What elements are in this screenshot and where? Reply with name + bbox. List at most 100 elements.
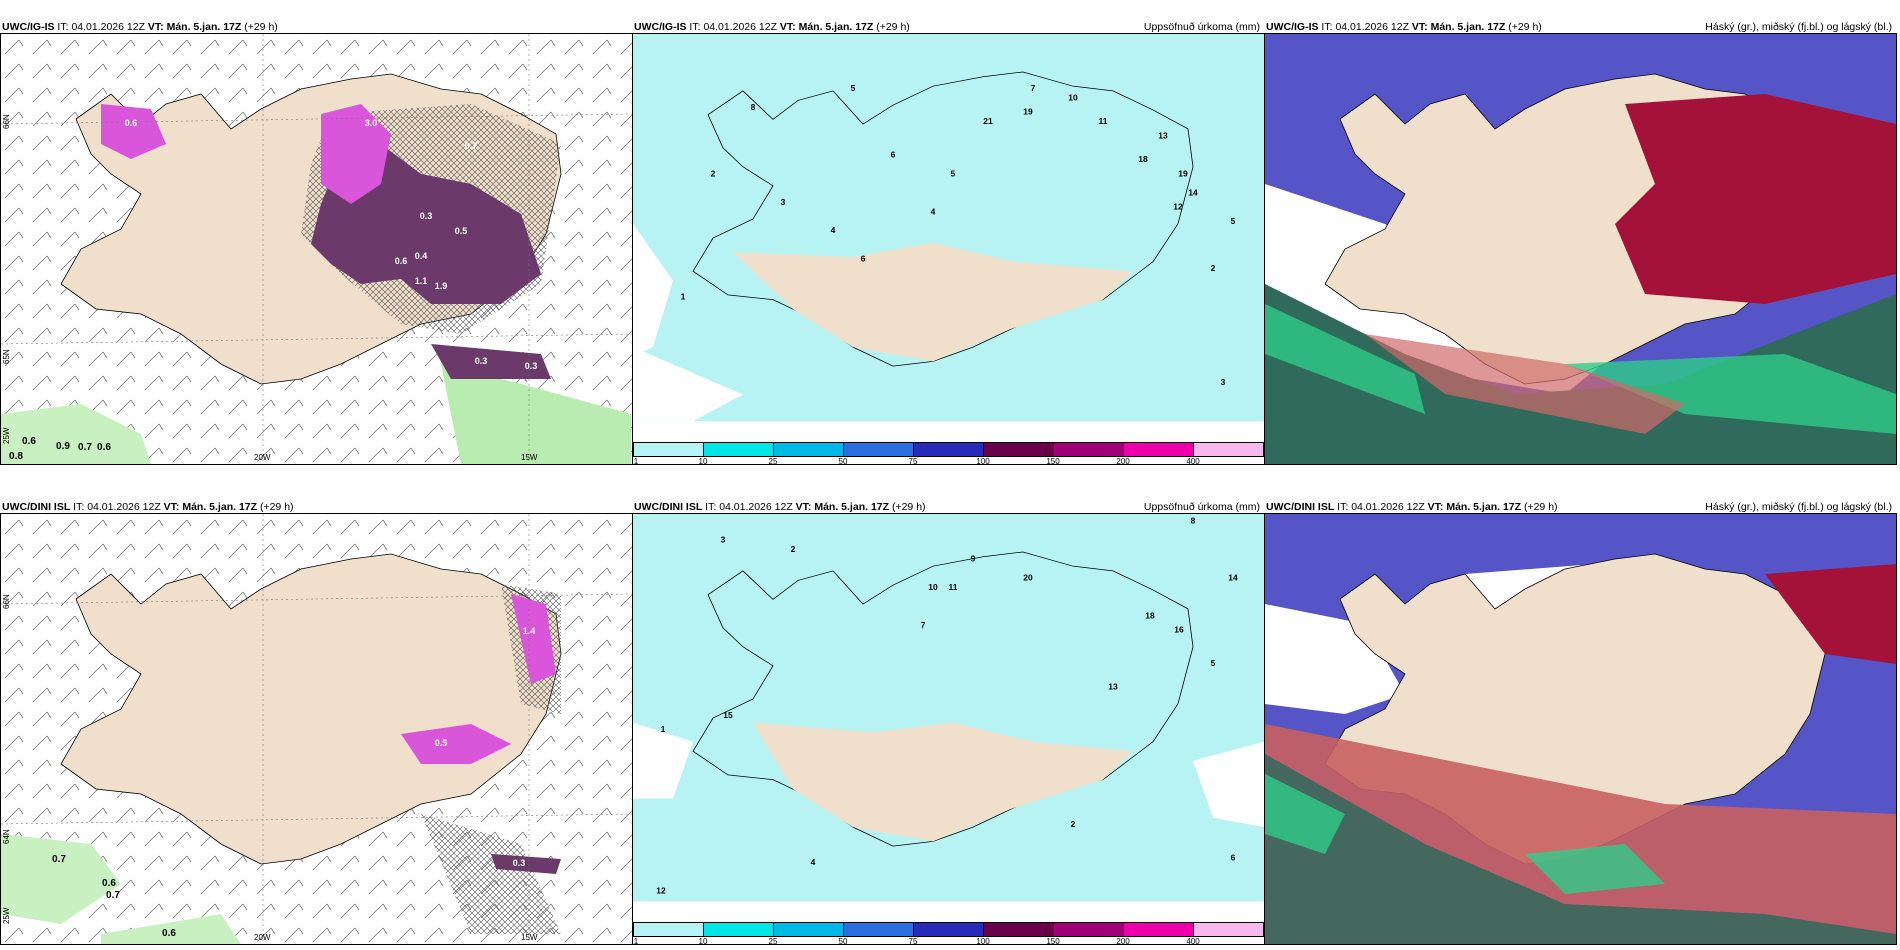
legend-tick: 200 xyxy=(1116,937,1130,945)
legend-tick: 1 xyxy=(633,937,639,945)
accum-value: 6 xyxy=(891,151,896,160)
map-area[interactable]: 3 2 9 10 11 7 20 18 16 14 5 12 15 8 2 1 … xyxy=(632,513,1265,945)
precip-value: 0.4 xyxy=(415,251,428,261)
precip-value: 1.1 xyxy=(415,276,428,286)
accum-value: 12 xyxy=(656,887,666,896)
precip-value: 0.6 xyxy=(395,256,408,266)
legend-swatch xyxy=(634,443,704,456)
accum-value: 16 xyxy=(1174,626,1184,635)
panel-ig-precipitation: UWC/IG-IS IT: 04.01.2026 12Z VT: Mán. 5.… xyxy=(0,16,633,465)
panel-dini-clouds: UWC/DINI ISL IT: 04.01.2026 12Z VT: Mán.… xyxy=(1264,496,1897,945)
valid-time: Mán. 5.jan. 17Z xyxy=(1430,21,1506,33)
precip-value: 0.6 xyxy=(125,118,138,128)
panel-header: UWC/IG-IS IT: 04.01.2026 12Z VT: Mán. 5.… xyxy=(2,21,278,33)
model-name: UWC/IG-IS xyxy=(1266,21,1319,33)
accum-value: 8 xyxy=(751,103,756,112)
init-time: 04.01.2026 12Z xyxy=(719,501,793,513)
grid-line xyxy=(262,34,530,464)
lon-label: 25W xyxy=(2,427,11,444)
cloud-overlap xyxy=(1365,334,1685,434)
high-cloud xyxy=(1765,564,1896,664)
accum-value: 5 xyxy=(1231,217,1236,226)
precip-south xyxy=(491,854,561,874)
accum-value: 6 xyxy=(1231,854,1236,863)
iceland-landmass xyxy=(60,553,562,865)
precip-value: 0.5 xyxy=(455,226,468,236)
legend-ticks: 1 10 25 50 75 100 150 200 400 xyxy=(633,937,1264,945)
legend-tick: 100 xyxy=(976,937,990,945)
accum-value: 13 xyxy=(1108,683,1118,692)
legend-swatch xyxy=(914,923,984,936)
panel-header: UWC/DINI ISL IT: 04.01.2026 12Z VT: Mán.… xyxy=(2,501,294,513)
grid-line xyxy=(262,514,530,944)
lat-label: 65N xyxy=(2,349,11,364)
legend-tick: 150 xyxy=(1046,937,1060,945)
init-time: 04.01.2026 12Z xyxy=(703,21,777,33)
init-time: 04.01.2026 12Z xyxy=(87,501,161,513)
grid-line xyxy=(1,593,632,825)
accum-value: 3 xyxy=(1221,378,1226,387)
legend-tick: 400 xyxy=(1186,937,1200,945)
accum-value: 14 xyxy=(1188,188,1198,197)
valid-time: Mán. 5.jan. 17Z xyxy=(814,501,890,513)
panel-ig-clouds: UWC/IG-IS IT: 04.01.2026 12Z VT: Mán. 5.… xyxy=(1264,16,1897,465)
panel-header: UWC/IG-IS IT: 04.01.2026 12Z VT: Mán. 5.… xyxy=(634,21,1260,33)
legend-tick: 150 xyxy=(1046,457,1060,465)
legend-swatch xyxy=(1124,923,1194,936)
precip-value: 0.8 xyxy=(9,451,23,462)
precip-pink xyxy=(511,594,556,684)
legend-tick: 200 xyxy=(1116,457,1130,465)
precip-value: 0.6 xyxy=(22,436,36,447)
legend-swatch xyxy=(1194,923,1263,936)
high-cloud xyxy=(1615,94,1896,304)
precip-pink xyxy=(401,724,511,764)
accum-value: 7 xyxy=(1031,84,1036,93)
accum-value: 1 xyxy=(661,725,666,734)
precip-pink xyxy=(321,104,391,204)
precip-value: 1.4 xyxy=(523,626,536,636)
accum-value: 18 xyxy=(1138,155,1148,164)
accum-value: 13 xyxy=(1158,132,1168,141)
precip-value: 0.9 xyxy=(56,441,70,452)
precip-legend: 1 10 25 50 75 100 150 200 400 xyxy=(633,442,1264,464)
precip-value: 0.7 xyxy=(78,442,92,453)
lead-time: (+29 h) xyxy=(1508,21,1542,33)
init-time: 04.01.2026 12Z xyxy=(1351,501,1425,513)
valid-time: Mán. 5.jan. 17Z xyxy=(182,501,258,513)
model-name: UWC/IG-IS xyxy=(634,21,687,33)
legend-swatch xyxy=(774,923,844,936)
accum-value: 4 xyxy=(931,207,936,216)
field-title: Uppsöfnuð úrkoma (mm) xyxy=(1143,21,1260,33)
accum-value: 2 xyxy=(1211,264,1216,273)
snow-hatch xyxy=(421,584,561,934)
legend-tick: 1 xyxy=(633,457,639,465)
field-title: Uppsöfnuð úrkoma (mm) xyxy=(1143,501,1260,513)
accum-value: 19 xyxy=(1023,108,1033,117)
map-area[interactable] xyxy=(1264,513,1897,945)
init-time: 04.01.2026 12Z xyxy=(1335,21,1409,33)
precip-value: 0.5 xyxy=(435,738,448,748)
accum-value: 6 xyxy=(861,255,866,264)
panel-header: UWC/DINI ISL IT: 04.01.2026 12Z VT: Mán.… xyxy=(1266,501,1892,513)
model-name: UWC/IG-IS xyxy=(2,21,55,33)
legend-swatch xyxy=(984,443,1054,456)
map-area[interactable]: 66N 65N 20W 15W 25W 3.0 0.3 0.5 0.7 0.4 … xyxy=(0,33,633,465)
precip-westfjords xyxy=(101,104,166,159)
lon-label: 15W xyxy=(521,453,538,462)
precip-value: 0.6 xyxy=(102,878,116,889)
precip-value: 0.7 xyxy=(52,854,66,865)
legend-swatch xyxy=(634,923,704,936)
accum-value: 20 xyxy=(1023,574,1033,583)
accum-value: 11 xyxy=(1099,117,1108,126)
accum-value: 5 xyxy=(951,170,956,179)
legend-swatch xyxy=(1054,443,1124,456)
accum-value: 8 xyxy=(1191,517,1196,526)
map-area[interactable]: 66N 64N 20W 15W 25W 1.4 0.5 0.3 0.7 0.6 … xyxy=(0,513,633,945)
map-area[interactable]: 8 5 2 3 4 6 5 7 10 21 19 11 13 12 18 19 … xyxy=(632,33,1265,465)
legend-swatch xyxy=(774,443,844,456)
accum-value: 5 xyxy=(1211,659,1216,668)
map-area[interactable] xyxy=(1264,33,1897,465)
legend-tick: 50 xyxy=(838,457,848,465)
legend-swatch xyxy=(1054,923,1124,936)
legend-tick: 100 xyxy=(976,457,990,465)
